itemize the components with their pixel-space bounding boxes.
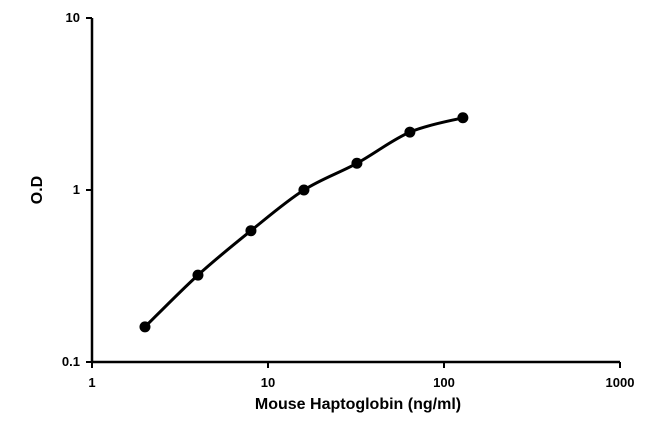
x-axis-title: Mouse Haptoglobin (ng/ml): [255, 396, 461, 413]
data-point: [404, 126, 416, 138]
axes: 0.1 1 10 1 10 100 1000: [62, 10, 635, 390]
y-axis-title: O.D: [29, 176, 46, 204]
data-point: [192, 269, 204, 281]
y-tick-label: 0.1: [62, 354, 80, 369]
y-tick-label: 10: [66, 10, 80, 25]
data-point: [457, 112, 469, 124]
data-point: [245, 225, 257, 237]
plot-area: [139, 112, 469, 333]
data-point: [351, 157, 363, 169]
x-tick-label: 100: [433, 375, 455, 390]
data-point: [298, 184, 310, 196]
x-tick-label: 10: [261, 375, 275, 390]
x-tick-label: 1000: [606, 375, 635, 390]
y-tick-label: 1: [73, 182, 80, 197]
series-line: [143, 116, 464, 328]
data-point: [139, 321, 151, 333]
x-tick-label: 1: [88, 375, 95, 390]
